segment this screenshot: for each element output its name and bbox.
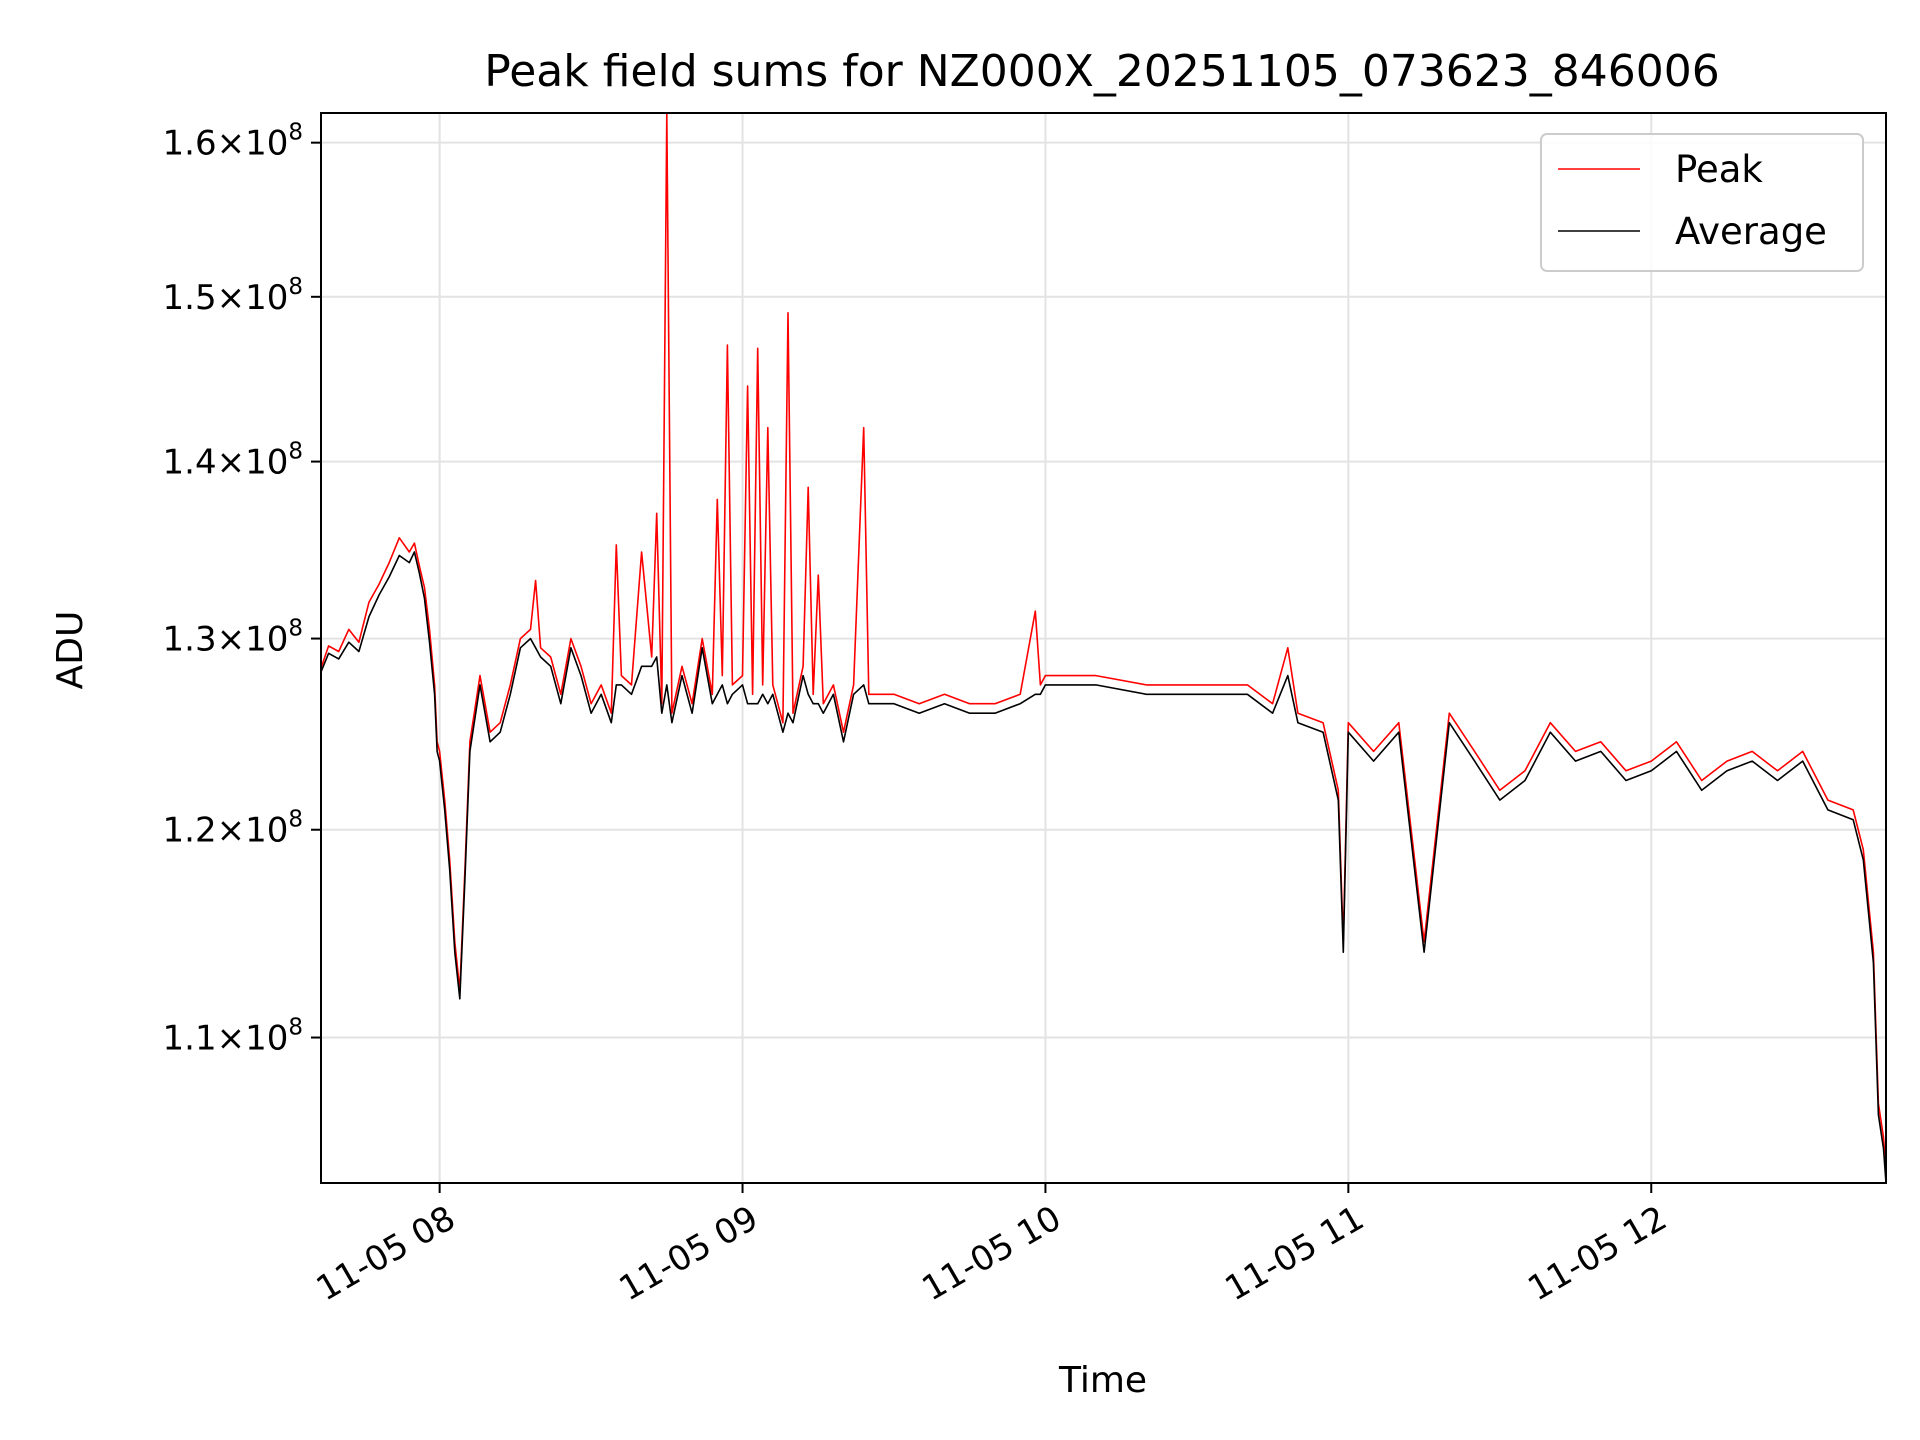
y-axis: 1.1×108 1.2×108 1.3×108 1.4×108 1.5×108 1.6×1… bbox=[163, 120, 321, 1059]
series-line-peak bbox=[320, 112, 1887, 1172]
x-axis-label: Time bbox=[1058, 1360, 1147, 1401]
y-tick-label: 1.6×108 bbox=[163, 120, 303, 164]
legend-average-label: Average bbox=[1675, 210, 1827, 253]
y-axis-label: ADU bbox=[50, 611, 91, 690]
y-tick-label: 1.4×108 bbox=[163, 439, 303, 483]
y-tick-label: 1.1×108 bbox=[163, 1015, 303, 1059]
y-tick-label: 1.3×108 bbox=[163, 616, 303, 660]
series-line-average bbox=[320, 551, 1887, 1184]
legend: Peak Average bbox=[1540, 133, 1864, 272]
chart-title: Peak field sums for NZ000X_20251105_0736… bbox=[484, 46, 1720, 97]
series-lines bbox=[320, 112, 1887, 1184]
legend-peak-label: Peak bbox=[1675, 148, 1763, 191]
y-tick-label: 1.5×108 bbox=[163, 274, 303, 318]
y-tick-label: 1.2×108 bbox=[163, 807, 303, 851]
plot-area-frame bbox=[320, 112, 1887, 1184]
